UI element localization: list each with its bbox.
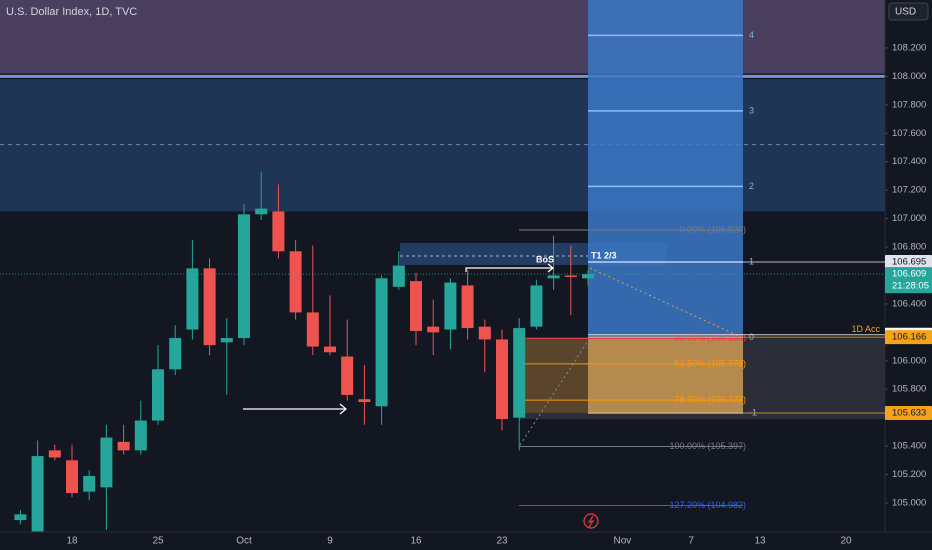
alert-icon-bolt xyxy=(587,515,595,528)
chart-title: U.S. Dollar Index, 1D, TVC xyxy=(6,6,137,18)
x-tick-label: 25 xyxy=(152,536,164,547)
y-tick-label: 107.400 xyxy=(892,156,926,167)
diag-line xyxy=(589,267,744,339)
candle-body xyxy=(186,268,199,330)
candle-body xyxy=(358,399,371,403)
y-tick-label: 105.800 xyxy=(892,384,926,395)
price-badge xyxy=(885,267,932,294)
x-tick-label: Oct xyxy=(236,536,252,547)
y-tick-label: 106.000 xyxy=(892,355,926,366)
y-tick-label: 106.800 xyxy=(892,242,926,253)
target-label: T1 2/3 xyxy=(591,250,617,260)
candle-body xyxy=(392,265,405,287)
fib-label: 61.80% (105.978) xyxy=(674,358,746,368)
badge-note: 1D Acc xyxy=(851,324,880,334)
candle-body xyxy=(134,420,147,451)
candle-body xyxy=(410,281,422,331)
fib-label: 50.00% (106.158) xyxy=(674,333,746,343)
candle-body xyxy=(31,456,44,532)
y-tick-label: 105.000 xyxy=(892,498,926,509)
candle-body xyxy=(324,346,336,353)
countdown: 21:28:05 xyxy=(892,281,929,292)
x-tick-label: 18 xyxy=(66,536,78,547)
price-badge-label: 106.609 xyxy=(892,269,926,280)
currency: USD xyxy=(895,7,916,18)
candle-body xyxy=(444,282,457,330)
y-tick-label: 107.800 xyxy=(892,99,926,110)
candle-body xyxy=(496,339,508,420)
candle-body xyxy=(478,326,491,340)
candles xyxy=(14,171,594,532)
y-tick-label: 106.400 xyxy=(892,298,926,309)
fib-label: 78.60% (105.723) xyxy=(674,395,746,405)
currency-box[interactable] xyxy=(888,2,929,21)
projection-label: 3 xyxy=(749,105,754,115)
projection-label: -1 xyxy=(749,407,757,417)
arrowhead xyxy=(339,403,347,415)
price-badge-label: 105.633 xyxy=(892,407,926,418)
x-tick-label: 20 xyxy=(840,536,852,547)
candle-body xyxy=(513,328,526,418)
candle-body xyxy=(341,356,354,395)
zone xyxy=(0,79,885,212)
fib: 0.00% (106.920) 50.00% (106.158) 61.80% (1… xyxy=(519,224,746,510)
alert-icon[interactable] xyxy=(583,513,599,529)
y-tick-label: 107.200 xyxy=(892,185,926,196)
projection: 43210-1 xyxy=(519,0,885,419)
projection-label: 4 xyxy=(749,30,754,40)
candle-body xyxy=(375,278,388,407)
candle-body xyxy=(48,450,61,458)
diag-line xyxy=(519,337,591,446)
fib-label: 100.00% (105.397) xyxy=(669,441,746,451)
price-badge xyxy=(885,330,932,345)
bos-line xyxy=(465,267,553,272)
x-tick-label: Nov xyxy=(614,536,632,547)
y-tick-label: 107.000 xyxy=(892,213,926,224)
candle-body xyxy=(66,460,78,494)
projection-label: 2 xyxy=(749,181,754,191)
x-tick-label: 7 xyxy=(688,536,694,547)
candle-body xyxy=(203,268,216,346)
y-tick-label: 107.600 xyxy=(892,128,926,139)
candle-body xyxy=(238,214,250,339)
candle-body xyxy=(100,437,113,488)
candle-body xyxy=(582,274,594,279)
price-badge xyxy=(885,254,932,269)
candle-body xyxy=(547,275,560,279)
candle-body xyxy=(461,285,474,329)
candle-body xyxy=(530,285,543,327)
candle-body xyxy=(255,208,268,215)
y-tick-label: 108.000 xyxy=(892,71,926,82)
candle-body xyxy=(152,369,164,421)
axis: 18 25 Oct 9 16 23 Nov 7 13 20105.000105.200105.40… xyxy=(66,42,926,546)
orange-zone xyxy=(519,337,588,413)
x-tick-label: 13 xyxy=(754,536,766,547)
fib-label: 127.20% (104.982) xyxy=(669,500,746,510)
candle-body xyxy=(564,275,577,277)
price-badge-label: 106.695 xyxy=(892,256,926,267)
y-tick-label: 105.200 xyxy=(892,469,926,480)
candle-body xyxy=(289,251,302,313)
x-tick-label: 23 xyxy=(496,536,508,547)
y-tick-label: 108.200 xyxy=(892,42,926,53)
price-badge-label: 106.166 xyxy=(892,332,926,343)
candle-body xyxy=(117,441,130,451)
candle-body xyxy=(306,312,319,347)
fib-label: 0.00% (106.920) xyxy=(679,224,746,234)
candle-body xyxy=(83,475,96,492)
candle-body xyxy=(220,338,233,343)
x-tick-label: 9 xyxy=(327,536,333,547)
arrows xyxy=(243,263,744,446)
bos-arrowhead xyxy=(547,263,554,273)
bos-label: BoS xyxy=(536,254,554,264)
y-tick-label: 105.400 xyxy=(892,441,926,452)
x-tick-label: 16 xyxy=(410,536,422,547)
candle-body xyxy=(14,514,27,521)
candle-body xyxy=(427,326,440,333)
price-badge xyxy=(885,405,932,420)
projection-label: 1 xyxy=(749,256,754,266)
candle-body xyxy=(272,211,285,252)
candle-body xyxy=(169,338,182,370)
